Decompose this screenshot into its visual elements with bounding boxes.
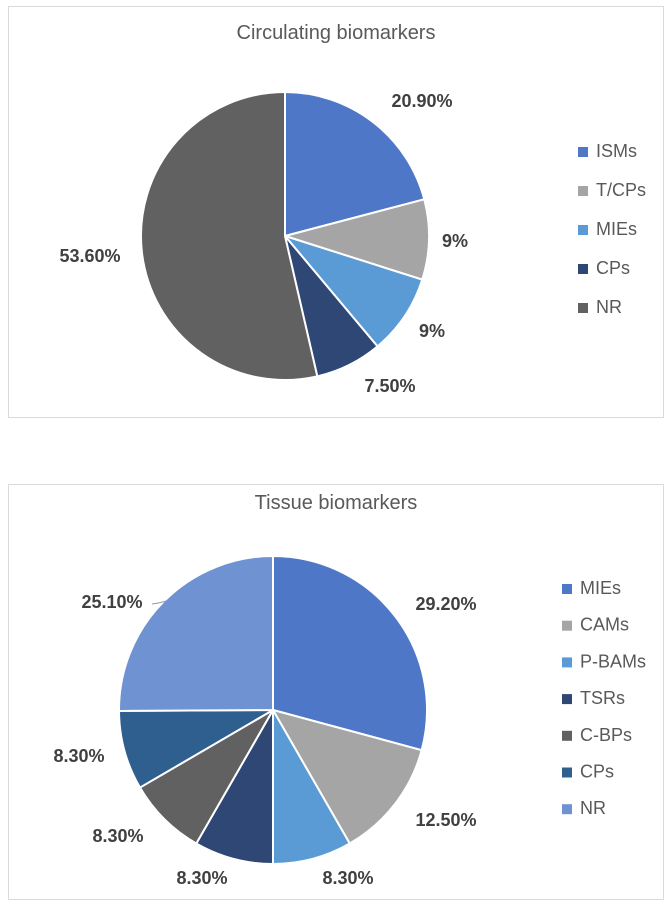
legend-label-a-t-cps: T/CPs [596, 180, 646, 200]
legend-swatch-b-c-bps [562, 730, 572, 741]
legend-swatch-b-nr [562, 804, 572, 815]
data-label-a-nr: 53.60% [59, 246, 120, 266]
legend-swatch-b-tsrs [562, 694, 572, 705]
legend-label-b-mies: MIEs [580, 578, 621, 598]
pie-slice-a-nr [139, 91, 319, 381]
pie-slice-a-mies [284, 235, 424, 348]
pie-slice-b-mies [272, 555, 429, 752]
pie-slice-a-t-cps [284, 198, 430, 281]
legend-label-b-tsrs: TSRs [580, 688, 625, 708]
data-label-b-c-bps: 8.30% [92, 826, 143, 846]
legend-label-a-mies: MIEs [596, 219, 637, 239]
legend-label-b-cams: CAMs [580, 615, 629, 635]
legend-swatch-a-nr [578, 303, 588, 313]
legend-label-b-p-bams: P-BAMs [580, 651, 646, 671]
leader-line [151, 600, 167, 605]
pie-slice-a-isms [284, 91, 426, 237]
data-label-a-mies: 9% [419, 321, 445, 341]
legend-swatch-a-t-cps [578, 186, 588, 196]
legend-label-b-cps: CPs [580, 762, 614, 782]
data-label-a-t-cps: 9% [442, 231, 468, 251]
pie-slice-b-cams [272, 709, 423, 845]
legend-swatch-a-cps [578, 264, 588, 274]
chart-a-title: Circulating biomarkers [237, 22, 436, 44]
legend-label-a-cps: CPs [596, 258, 630, 278]
data-label-b-p-bams: 8.30% [322, 868, 373, 888]
legend-swatch-b-cams [562, 620, 572, 631]
chart-b-title: Tissue biomarkers [255, 492, 418, 514]
legend-swatch-a-isms [578, 147, 588, 157]
legend-swatch-b-cps [562, 767, 572, 778]
data-label-b-mies: 29.20% [415, 594, 476, 614]
data-label-b-cps: 8.30% [53, 746, 104, 766]
legend-swatch-b-mies [562, 584, 572, 594]
legend-label-b-c-bps: C-BPs [580, 725, 632, 745]
data-label-b-cams: 12.50% [415, 810, 476, 830]
legend-label-a-nr: NR [596, 297, 622, 317]
data-label-b-nr: 25.10% [81, 592, 142, 612]
pie-chart-circulating: Circulating biomarkers 20.90% 9% 9% 7.50% 53.… [59, 22, 646, 396]
legend-swatch-a-mies [578, 225, 588, 235]
data-label-a-isms: 20.90% [391, 91, 452, 111]
data-label-b-tsrs: 8.30% [176, 868, 227, 888]
pie-slice-b-nr [117, 555, 274, 712]
legend-label-a-isms: ISMs [596, 141, 637, 161]
legend-swatch-b-p-bams [562, 657, 572, 668]
legend-label-b-nr: NR [580, 798, 606, 818]
data-label-a-cps: 7.50% [364, 376, 415, 396]
